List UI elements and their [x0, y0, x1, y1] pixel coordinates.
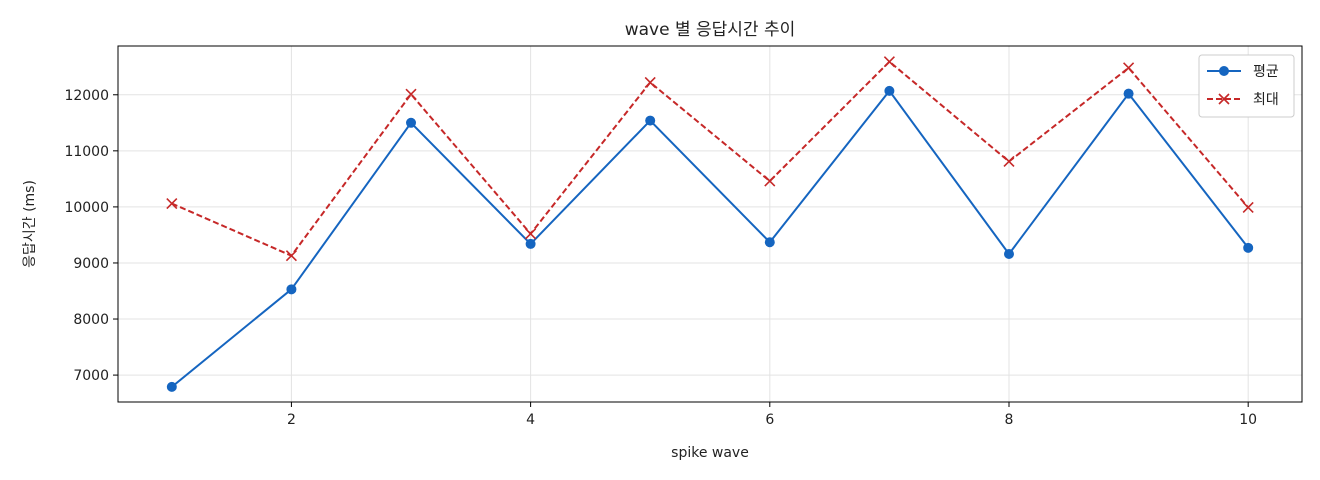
- legend-marker: [1219, 66, 1229, 76]
- y-tick-label: 12000: [64, 88, 109, 104]
- legend-label: 평균: [1253, 64, 1279, 80]
- y-tick-label: 11000: [64, 144, 109, 160]
- grid: [118, 46, 1302, 402]
- data-point: [884, 85, 895, 96]
- axis-ticks: 2 4 6 8 10 7000 8000 9000 10000 11000 12000: [64, 88, 1257, 428]
- series-2: [166, 56, 1254, 262]
- series-layer: [166, 56, 1254, 392]
- data-point: [1003, 248, 1014, 259]
- x-tick-label: 6: [765, 412, 774, 428]
- data-point: [764, 237, 775, 248]
- y-tick-label: 8000: [73, 312, 109, 328]
- chart-title: wave 별 응답시간 추이: [625, 20, 796, 40]
- data-point: [166, 381, 177, 392]
- y-tick-label: 7000: [73, 368, 109, 384]
- x-axis-title: spike wave: [671, 445, 749, 461]
- data-point: [286, 284, 297, 295]
- data-point: [525, 228, 537, 240]
- plot-frame: [117, 45, 1303, 403]
- data-point: [1123, 88, 1134, 99]
- data-point: [645, 115, 656, 126]
- data-point: [525, 238, 536, 249]
- legend-marker: [1218, 93, 1230, 105]
- data-point: [764, 175, 776, 187]
- data-point: [406, 117, 417, 128]
- x-tick-label: 10: [1239, 412, 1257, 428]
- x-tick-label: 4: [526, 412, 535, 428]
- y-tick-label: 10000: [64, 200, 109, 216]
- data-point: [1003, 155, 1015, 168]
- legend-box: [1198, 54, 1295, 118]
- y-tick-label: 9000: [73, 256, 109, 272]
- data-point: [1242, 201, 1254, 214]
- series-1: [166, 85, 1254, 392]
- data-point: [405, 88, 417, 100]
- y-axis-title: 응답시간 (ms): [22, 180, 38, 268]
- data-point: [1123, 62, 1135, 74]
- data-point: [285, 250, 297, 262]
- legend-label: 최대: [1253, 92, 1279, 108]
- data-point: [644, 76, 656, 89]
- data-point: [1243, 242, 1254, 253]
- data-point: [883, 56, 895, 68]
- series-line: [171, 60, 1249, 257]
- series-line: [171, 89, 1249, 388]
- x-tick-label: 2: [287, 412, 296, 428]
- x-tick-label: 8: [1005, 412, 1014, 428]
- data-point: [166, 197, 178, 210]
